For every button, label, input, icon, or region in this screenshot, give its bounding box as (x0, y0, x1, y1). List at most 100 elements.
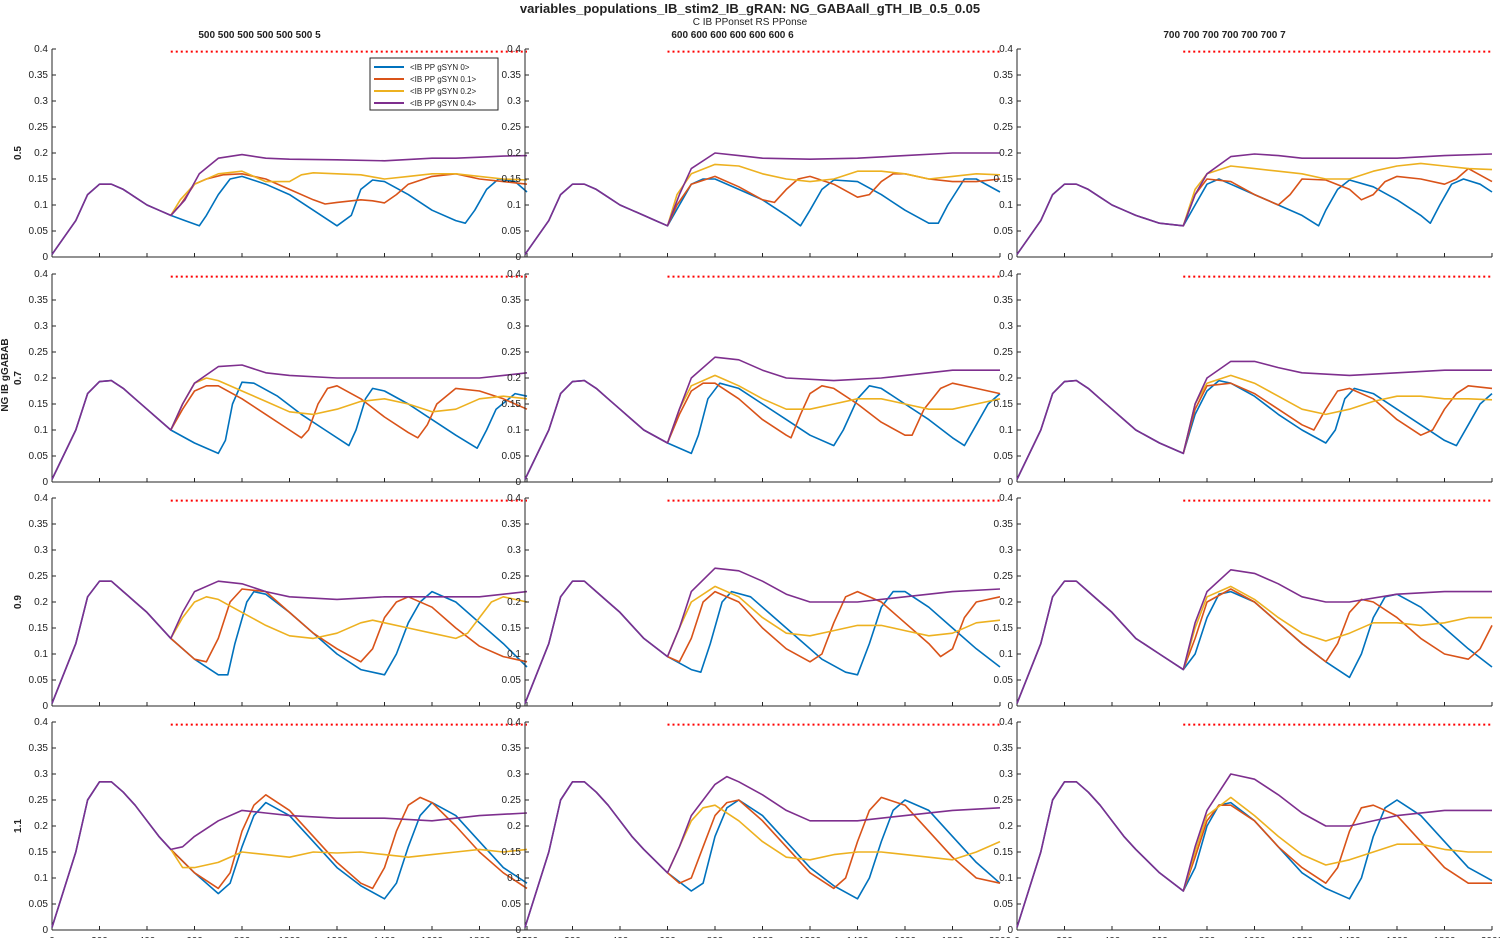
x-tick-label: 1800 (941, 936, 964, 938)
y-tick-label: 0.25 (502, 347, 522, 358)
y-tick-label: 0.05 (29, 226, 49, 237)
y-tick-label: 0.1 (34, 425, 48, 436)
y-tick-label: 0 (42, 701, 48, 712)
series-line-2 (170, 170, 528, 216)
y-tick-label: 0.4 (34, 44, 48, 55)
series-line-1 (1182, 588, 1493, 670)
column-title: 600 600 600 600 600 600 6 (671, 30, 794, 41)
row-label: 0.9 (13, 595, 24, 609)
y-tick-label: 0.35 (994, 70, 1014, 81)
y-tick-label: 0.15 (29, 399, 49, 410)
series-line-1 (1182, 382, 1493, 454)
series-line-3 (1016, 569, 1492, 704)
panel-grid: 0 0.05 0.1 0.15 0.2 0.25 0.3 0.35 0.4 500 500 500… (13, 30, 1500, 938)
series-line-2 (1182, 374, 1493, 454)
x-tick-label: 1600 (421, 936, 444, 938)
y-tick-label: 0.3 (507, 545, 521, 556)
y-tick-label: 0.15 (502, 847, 522, 858)
x-tick-label: 1200 (326, 936, 349, 938)
y-tick-label: 0.35 (502, 295, 522, 306)
y-tick-label: 0.15 (29, 847, 49, 858)
panel-r3-c1: 0 0.05 0.1 0.15 0.2 0.25 0.3 0.35 0.4 0 200 400 600 8… (502, 717, 1012, 938)
series-line-1 (666, 382, 1001, 444)
x-tick-label: 2000 (989, 936, 1012, 938)
y-tick-label: 0.1 (999, 425, 1013, 436)
y-tick-label: 0.05 (994, 899, 1014, 910)
x-tick-label: 800 (707, 936, 724, 938)
panel-r3-c0: 0 0.05 0.1 0.15 0.2 0.25 0.3 0.35 0.4 0 200 400 600 8… (13, 717, 539, 938)
legend-label: <IB PP gSYN 0.2> (410, 87, 476, 96)
y-tick-label: 0.35 (29, 519, 49, 530)
x-tick-label: 1400 (846, 936, 869, 938)
y-tick-label: 0.1 (34, 649, 48, 660)
series-line-0 (51, 781, 528, 928)
y-tick-label: 0.1 (507, 200, 521, 211)
y-tick-label: 0.1 (999, 200, 1013, 211)
y-tick-label: 0 (515, 477, 521, 488)
panel-r1-c2: 0 0.05 0.1 0.15 0.2 0.25 0.3 0.35 0.4 (994, 269, 1493, 488)
y-tick-label: 0.2 (34, 148, 48, 159)
series-line-1 (666, 796, 1001, 890)
y-tick-label: 0.3 (34, 321, 48, 332)
y-tick-label: 0.4 (999, 44, 1013, 55)
y-tick-label: 0.35 (994, 519, 1014, 530)
x-tick-label: 1000 (751, 936, 774, 938)
series-line-1 (170, 588, 528, 663)
series-line-0 (524, 580, 1001, 704)
y-tick-label: 0.3 (507, 321, 521, 332)
y-tick-label: 0.35 (994, 743, 1014, 754)
y-tick-label: 0.2 (34, 373, 48, 384)
y-tick-label: 0.3 (999, 96, 1013, 107)
x-tick-label: 2000 (1481, 936, 1500, 938)
y-tick-label: 0 (515, 252, 521, 263)
series-line-2 (1182, 585, 1492, 670)
legend-label: <IB PP gSYN 0> (410, 63, 470, 72)
y-tick-label: 0.25 (29, 795, 49, 806)
y-tick-label: 0.35 (29, 743, 49, 754)
x-tick-label: 800 (1199, 936, 1216, 938)
column-title: 500 500 500 500 500 500 5 (198, 30, 321, 41)
y-tick-label: 0.15 (502, 174, 522, 185)
series-line-1 (1182, 804, 1492, 892)
panel-r2-c1: 0 0.05 0.1 0.15 0.2 0.25 0.3 0.35 0.4 (502, 493, 1001, 712)
y-tick-label: 0 (42, 252, 48, 263)
y-tick-label: 0.3 (999, 545, 1013, 556)
y-tick-label: 0.05 (29, 675, 49, 686)
x-tick-label: 1000 (278, 936, 301, 938)
y-tick-label: 0.35 (502, 519, 522, 530)
y-tick-label: 0.3 (34, 96, 48, 107)
legend-label: <IB PP gSYN 0.4> (410, 99, 476, 108)
row-label: 0.5 (13, 146, 24, 160)
y-tick-label: 0.25 (994, 122, 1014, 133)
panel-r0-c1: 0 0.05 0.1 0.15 0.2 0.25 0.3 0.35 0.4 600 600 600… (502, 30, 1001, 263)
series-line-3 (1016, 360, 1492, 480)
x-tick-label: 400 (139, 936, 156, 938)
series-line-1 (667, 590, 1001, 663)
y-tick-label: 0.25 (502, 122, 522, 133)
y-tick-label: 0.25 (29, 347, 49, 358)
x-tick-label: 1000 (1243, 936, 1266, 938)
y-group-label: NG IB gGABAB (0, 338, 11, 411)
y-tick-label: 0.2 (34, 821, 48, 832)
x-tick-label: 200 (564, 936, 581, 938)
x-tick-label: 200 (1056, 936, 1073, 938)
y-tick-label: 0.3 (34, 545, 48, 556)
x-tick-label: 1800 (1433, 936, 1456, 938)
series-line-0 (524, 781, 1001, 928)
y-tick-label: 0.2 (507, 821, 521, 832)
y-tick-label: 0.25 (502, 795, 522, 806)
y-tick-label: 0.4 (999, 269, 1013, 280)
legend: <IB PP gSYN 0> <IB PP gSYN 0.1> <IB PP gSY… (369, 57, 499, 111)
y-tick-label: 0.4 (34, 493, 48, 504)
x-tick-label: 1200 (1291, 936, 1314, 938)
series-line-2 (666, 163, 1001, 227)
y-tick-label: 0.05 (502, 675, 522, 686)
x-tick-label: 1800 (468, 936, 491, 938)
panel-r1-c0: 0 0.05 0.1 0.15 0.2 0.25 0.3 0.35 0.4 0.7 (13, 269, 528, 488)
y-tick-label: 0.15 (994, 623, 1014, 634)
figure-title: variables_populations_IB_stim2_IB_gRAN: … (520, 1, 980, 16)
x-tick-label: 800 (234, 936, 251, 938)
x-tick-label: 600 (659, 936, 676, 938)
x-tick-label: 1400 (373, 936, 396, 938)
